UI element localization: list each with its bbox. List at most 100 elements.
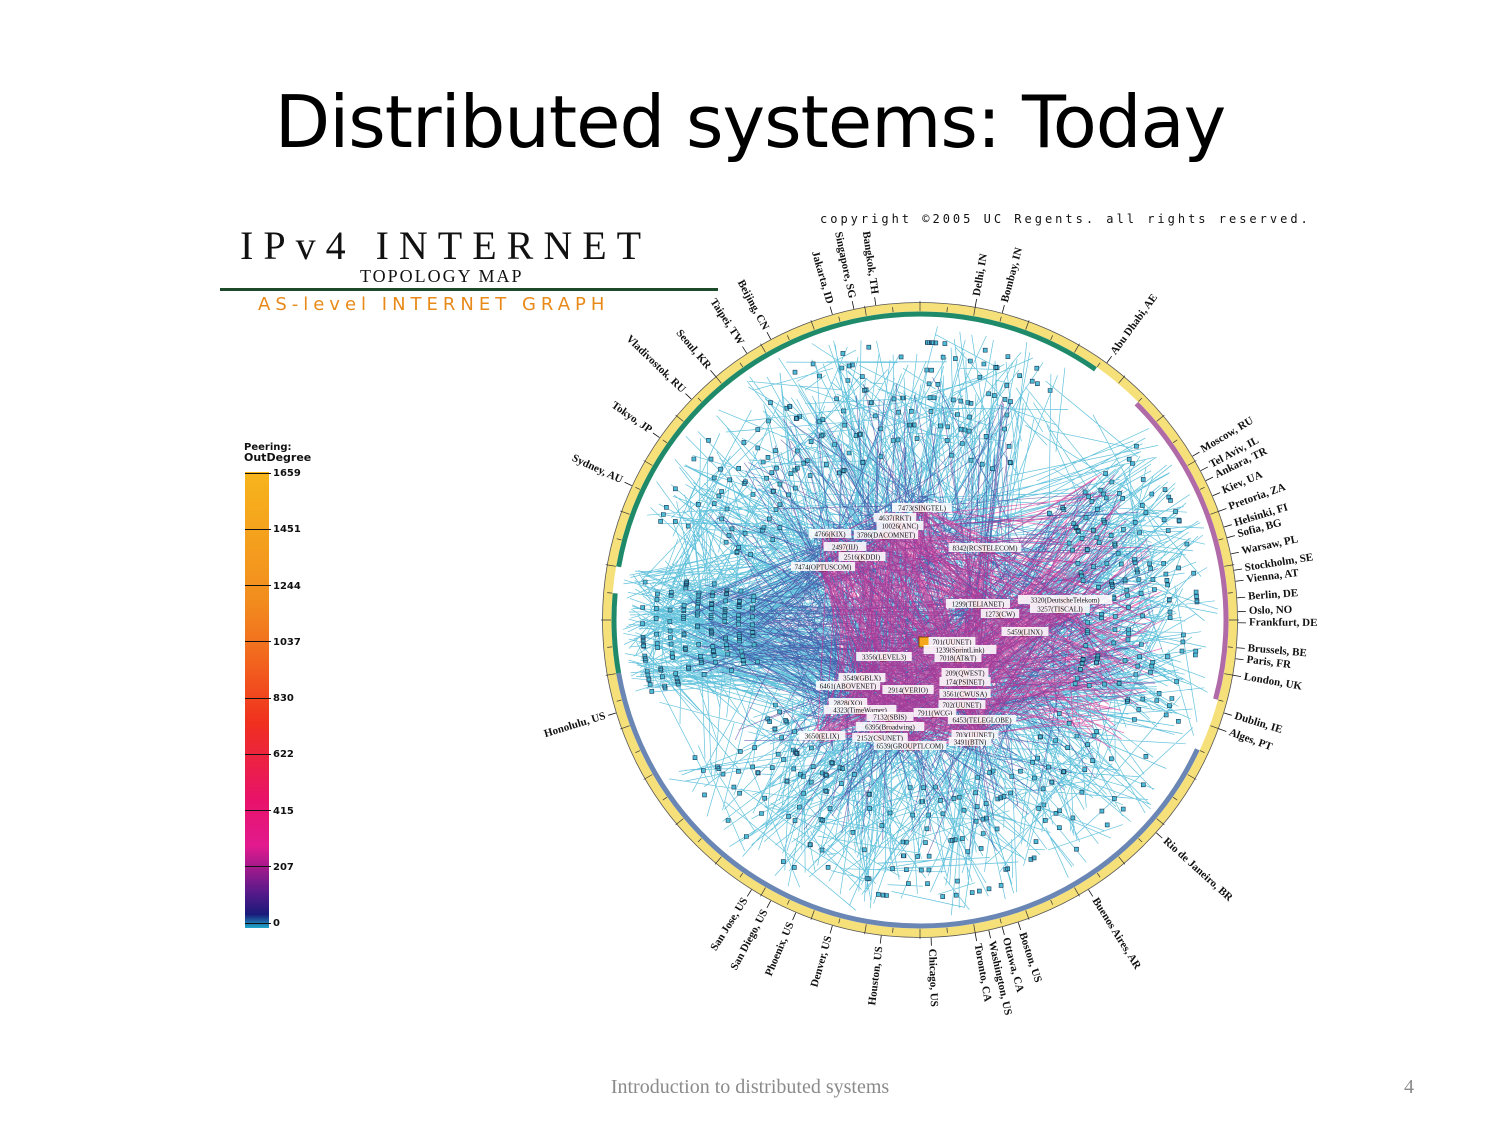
city-tick (1106, 356, 1112, 363)
city-label: Jakarta, ID (809, 250, 836, 306)
legend-tick-label: 1451 (273, 524, 301, 536)
city-tick (742, 346, 748, 354)
slide-footer: Introduction to distributed systems (610, 1076, 890, 1098)
legend-tick-label: 1659 (273, 468, 301, 479)
core-node-label: 7018(AT&T) (940, 655, 978, 663)
core-node-label: 3786(DACOMNET) (857, 532, 916, 540)
legend-tick: 1659 (245, 468, 301, 479)
city-tick (1001, 927, 1005, 935)
core-label-bg (938, 700, 986, 709)
core-label-bg (934, 653, 982, 662)
legend-tick: 207 (245, 862, 294, 873)
legend-tick: 830 (245, 693, 294, 704)
core-node-label: 3491(BTN) (954, 739, 987, 747)
core-node-label: 3549(GBLX) (843, 675, 881, 683)
city-label: Taipei, TW (708, 296, 747, 347)
core-node-label: 6461(ABOVENET) (820, 683, 877, 691)
core-node-label: 1239(SprintLink) (936, 647, 986, 655)
city-tick (1227, 535, 1235, 539)
core-node-label: 4323(TimeWarner) (833, 707, 887, 715)
legend-tick-label: 1244 (273, 580, 301, 592)
city-label: Seoul, KR (674, 327, 715, 372)
core-node-label: 1273(CW) (985, 611, 1016, 619)
legend-tick-label: 830 (273, 693, 294, 704)
core-node-label: 3257(TISCALI) (1037, 606, 1083, 614)
city-tick (829, 306, 833, 315)
legend-tick: 622 (245, 749, 294, 760)
core-node-label: 2914(VERIO) (888, 687, 929, 695)
core-label-bg (808, 529, 852, 538)
map-title-rule (220, 288, 718, 291)
ring-america-arc (616, 672, 1200, 929)
peripheral-nodes (640, 340, 1200, 899)
core-node-label: 3320(DeutscheTelekom) (1030, 597, 1100, 605)
core-label-bg (838, 552, 886, 561)
longitude-ring (601, 301, 1239, 939)
ring-europe-arc (1134, 401, 1229, 700)
city-tick (1156, 832, 1163, 839)
core-label-bg (1030, 604, 1090, 613)
core-label-bg (948, 543, 1022, 552)
city-label: Berlin, DE (1248, 587, 1299, 602)
city-tick (1233, 674, 1242, 678)
core-label-bg (856, 652, 912, 661)
city-tick (1223, 712, 1232, 716)
map-graph-label: AS-level INTERNET GRAPH (258, 294, 610, 315)
slide-title: Distributed systems: Today (274, 80, 1226, 164)
core-label-bg (951, 730, 999, 739)
legend-tick-label: 1037 (273, 636, 301, 648)
city-label: Tokyo, JP (609, 399, 654, 436)
core-node-label: 6539(GROUPTLCOM) (877, 743, 945, 751)
city-tick (1001, 305, 1005, 313)
core-node-label: 7473(SINGTEL) (898, 505, 946, 513)
legend-tick: 415 (245, 806, 294, 817)
city-label: Honolulu, US (543, 710, 607, 740)
core-label-bg (980, 609, 1020, 618)
city-label: Oslo, NO (1249, 604, 1293, 617)
legend-tick: 1451 (245, 524, 301, 535)
core-node-label: 8342(RCSTELECOM) (953, 545, 1019, 553)
core-label-bg (939, 689, 991, 698)
core-node-label: 7132(SBIS) (873, 714, 907, 722)
core-node-labels: 7473(SINGTEL) 4637(RKT)10026(ANC) 4766(KIX… (790, 503, 1113, 751)
city-tick (710, 370, 716, 377)
core-label-bg (853, 530, 919, 539)
ring-asia-arc (616, 311, 1097, 568)
city-label: Frankfurt, DE (1249, 616, 1318, 629)
core-node-label: 2152(CSUNET) (857, 735, 904, 743)
core-node-label: 4637(RKT) (879, 515, 912, 523)
core-label-bg (815, 681, 881, 690)
city-tick (608, 712, 617, 716)
core-node-label: 5459(LINX) (1007, 629, 1043, 637)
core-label-bg (1001, 627, 1049, 636)
core-label-bg (947, 715, 1017, 724)
city-label: Houston, US (866, 946, 885, 1006)
ring-pacific-arc (611, 593, 622, 674)
core-node-label: 4766(KIX) (814, 531, 846, 539)
city-tick (1088, 889, 1094, 897)
city-tick (988, 930, 991, 939)
core-label-bg (939, 677, 991, 686)
city-tick (829, 925, 833, 934)
legend-tick-label: 207 (273, 861, 294, 873)
map-subtitle: TOPOLOGY MAP (360, 266, 524, 286)
city-label: Abu Dhabi, AE (1108, 292, 1160, 357)
core-label-bg (823, 542, 867, 551)
map-title: IPv4 INTERNET (240, 223, 652, 268)
legend-tick-label: 415 (273, 805, 294, 817)
core-node-label: 703(UUNET) (956, 732, 996, 740)
city-tick (974, 933, 978, 942)
core-node-label: 3561(CWUSA) (943, 691, 988, 699)
city-label: Singapore, SG (832, 231, 858, 300)
city-label: Beijing, CN (735, 278, 771, 332)
core-node-label: 2828(XO) (834, 700, 863, 708)
city-label: Bombay, IN (999, 246, 1025, 303)
core-node-label: 209(QWEST) (945, 670, 985, 678)
core-label-bg (855, 722, 925, 731)
core-node-label: 10026(ANC) (882, 523, 920, 531)
city-label: Denver, US (809, 935, 835, 989)
core-label-bg (948, 737, 992, 746)
city-tick (685, 393, 692, 400)
city-tick (1230, 551, 1239, 555)
city-tick (1218, 508, 1227, 512)
